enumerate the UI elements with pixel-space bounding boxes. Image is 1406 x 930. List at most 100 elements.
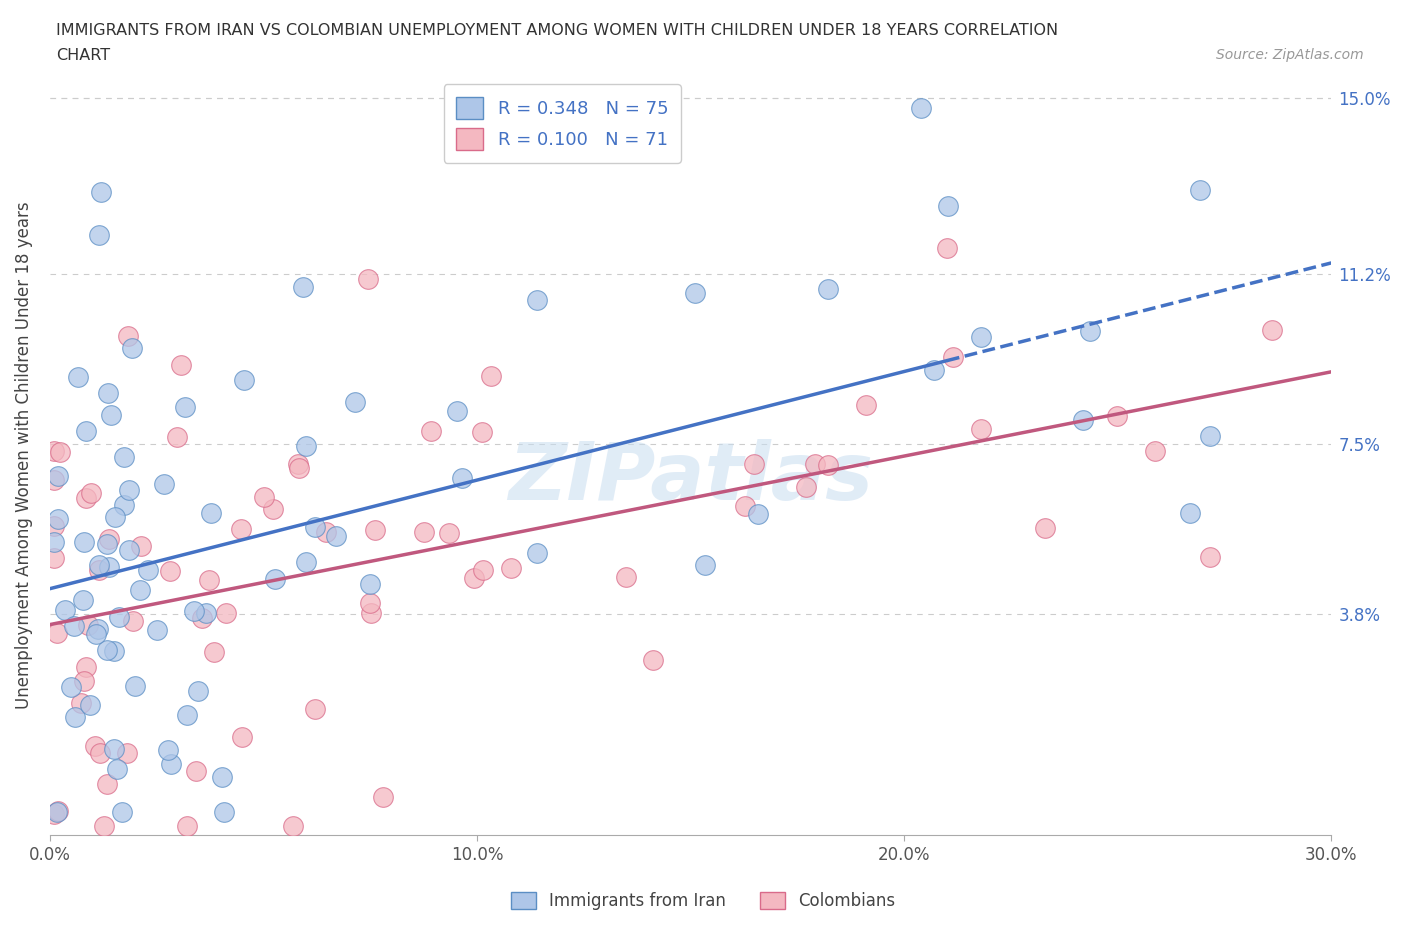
Point bbox=[924, 363, 946, 378]
Point bbox=[176, 708, 198, 723]
Legend: R = 0.348   N = 75, R = 0.100   N = 71: R = 0.348 N = 75, R = 0.100 N = 71 bbox=[444, 85, 681, 163]
Text: CHART: CHART bbox=[56, 48, 110, 63]
Point bbox=[198, 573, 221, 588]
Point bbox=[112, 498, 135, 512]
Point bbox=[253, 490, 276, 505]
Point bbox=[73, 534, 96, 549]
Point bbox=[46, 626, 69, 641]
Point bbox=[184, 764, 207, 778]
Point bbox=[73, 673, 96, 688]
Point bbox=[287, 457, 309, 472]
Point bbox=[46, 805, 69, 820]
Point bbox=[89, 746, 111, 761]
Point bbox=[66, 369, 89, 384]
Point bbox=[96, 643, 118, 658]
Point bbox=[942, 350, 965, 365]
Text: IMMIGRANTS FROM IRAN VS COLOMBIAN UNEMPLOYMENT AMONG WOMEN WITH CHILDREN UNDER 1: IMMIGRANTS FROM IRAN VS COLOMBIAN UNEMPL… bbox=[56, 23, 1059, 38]
Point bbox=[420, 423, 443, 438]
Point bbox=[75, 659, 97, 674]
Point bbox=[84, 627, 107, 642]
Point bbox=[42, 472, 65, 487]
Point bbox=[100, 407, 122, 422]
Point bbox=[202, 644, 225, 659]
Point bbox=[479, 368, 502, 383]
Point bbox=[93, 818, 115, 833]
Point bbox=[233, 373, 256, 388]
Point bbox=[231, 522, 253, 537]
Point bbox=[231, 729, 253, 744]
Point bbox=[1198, 550, 1220, 565]
Point bbox=[450, 471, 472, 485]
Point bbox=[200, 506, 222, 521]
Point bbox=[76, 618, 98, 632]
Point bbox=[112, 449, 135, 464]
Text: Source: ZipAtlas.com: Source: ZipAtlas.com bbox=[1216, 48, 1364, 62]
Point bbox=[264, 572, 287, 587]
Point bbox=[1107, 408, 1129, 423]
Point bbox=[413, 525, 436, 540]
Point bbox=[262, 501, 284, 516]
Point bbox=[115, 745, 138, 760]
Point bbox=[817, 458, 839, 472]
Point bbox=[122, 614, 145, 629]
Point bbox=[1261, 323, 1284, 338]
Point bbox=[46, 512, 69, 526]
Point bbox=[343, 395, 366, 410]
Point bbox=[794, 479, 817, 494]
Point bbox=[855, 397, 877, 412]
Point bbox=[42, 535, 65, 550]
Point bbox=[212, 805, 235, 820]
Point bbox=[1189, 182, 1212, 197]
Point bbox=[44, 551, 66, 565]
Point bbox=[1199, 429, 1222, 444]
Point bbox=[53, 603, 76, 618]
Point bbox=[315, 525, 337, 539]
Point bbox=[325, 529, 347, 544]
Point bbox=[195, 605, 218, 620]
Point bbox=[96, 537, 118, 551]
Point bbox=[89, 227, 111, 242]
Point bbox=[46, 804, 69, 818]
Point bbox=[304, 520, 326, 535]
Point bbox=[1080, 324, 1102, 339]
Point bbox=[75, 491, 97, 506]
Point bbox=[1035, 521, 1057, 536]
Point bbox=[103, 741, 125, 756]
Point bbox=[1073, 413, 1095, 428]
Point bbox=[98, 559, 121, 574]
Point bbox=[281, 818, 304, 833]
Point bbox=[176, 818, 198, 833]
Point bbox=[499, 561, 522, 576]
Point bbox=[643, 652, 665, 667]
Point bbox=[1178, 505, 1201, 520]
Point bbox=[59, 680, 82, 695]
Point bbox=[129, 582, 152, 597]
Point bbox=[170, 358, 193, 373]
Point bbox=[970, 329, 993, 344]
Point bbox=[72, 592, 94, 607]
Point bbox=[471, 425, 494, 440]
Point bbox=[174, 400, 197, 415]
Point bbox=[364, 523, 387, 538]
Point bbox=[360, 605, 382, 620]
Point bbox=[471, 563, 494, 578]
Point bbox=[42, 807, 65, 822]
Point bbox=[108, 609, 131, 624]
Point bbox=[614, 569, 637, 584]
Point bbox=[970, 421, 993, 436]
Point bbox=[291, 280, 314, 295]
Point bbox=[84, 739, 107, 754]
Point bbox=[526, 293, 548, 308]
Point bbox=[371, 790, 394, 804]
Point bbox=[187, 684, 209, 698]
Point bbox=[935, 241, 957, 256]
Point bbox=[357, 272, 380, 286]
Point bbox=[97, 385, 120, 400]
Point bbox=[160, 756, 183, 771]
Point bbox=[70, 696, 93, 711]
Point bbox=[79, 698, 101, 712]
Point bbox=[118, 483, 141, 498]
Point bbox=[87, 557, 110, 572]
Point bbox=[153, 477, 176, 492]
Y-axis label: Unemployment Among Women with Children Under 18 years: Unemployment Among Women with Children U… bbox=[15, 202, 32, 710]
